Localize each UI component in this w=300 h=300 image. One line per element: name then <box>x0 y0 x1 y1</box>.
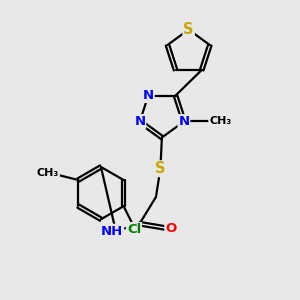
Text: CH₃: CH₃ <box>37 168 59 178</box>
Text: N: N <box>134 115 146 128</box>
Text: O: O <box>165 222 176 235</box>
Text: CH₃: CH₃ <box>209 116 231 127</box>
Text: N: N <box>143 89 154 102</box>
Text: N: N <box>178 115 190 128</box>
Text: Cl: Cl <box>127 223 141 236</box>
Text: NH: NH <box>101 225 123 238</box>
Text: S: S <box>155 161 166 176</box>
Text: S: S <box>183 22 194 37</box>
